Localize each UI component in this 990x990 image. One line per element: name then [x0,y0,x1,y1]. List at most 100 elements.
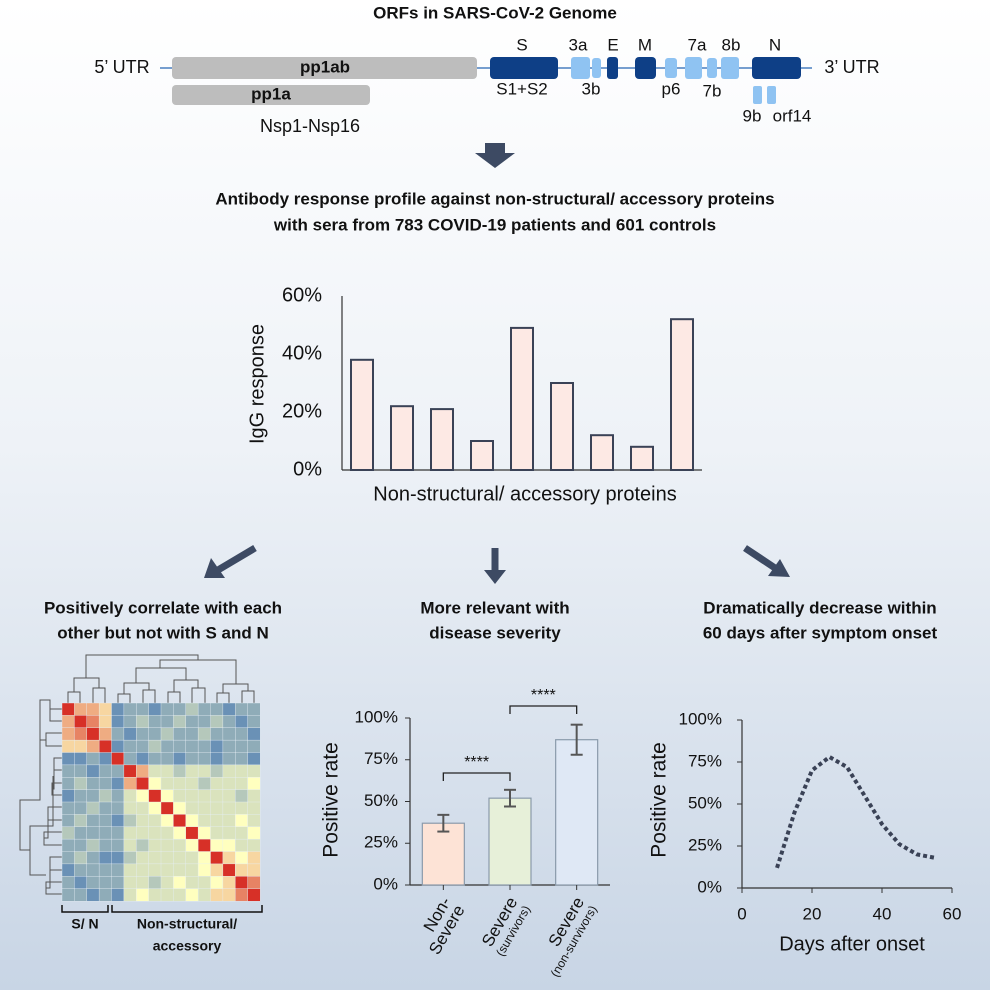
orf-label: S1+S2 [496,79,548,98]
heatmap-cell [123,702,137,716]
heatmap-cell [98,863,113,877]
heatmap-cell [235,838,249,853]
orf [571,57,590,79]
heatmap-cell [111,801,125,815]
heatmap-cell [247,801,261,815]
heatmap-cell [111,814,125,828]
heatmap-cell [197,789,212,803]
heatmap-cell [136,777,150,791]
heatmap-cell [61,727,75,741]
heatmap-cell [136,838,150,853]
heatmap-cell [61,876,75,890]
heatmap-cell [173,739,187,754]
heatmap-cell [173,764,187,778]
arrows [216,544,777,574]
heatmap-cell [86,876,100,890]
heatmap-cell [148,777,162,791]
heatmap-cell [136,801,150,815]
heatmap-cell [197,739,212,754]
heatmap-cell [222,727,236,741]
heatmap-cell [136,789,150,803]
heatmap-cell [86,777,100,791]
heatmap-cell [123,851,137,865]
heatmap-cell [160,801,174,815]
heatmap-cell [136,876,150,890]
y-tick-label: 75% [688,751,722,770]
heatmap-cell [210,777,224,791]
heatmap-cell [185,838,199,853]
heatmap-cell [148,752,162,766]
heatmap-cell [173,777,187,791]
heatmap-cell [98,789,113,803]
heatmap-cell [210,863,224,877]
orf-label: orf14 [773,106,812,125]
heatmap-cell [86,863,100,877]
utr-label: 3’ UTR [824,57,879,77]
heatmap-cell [235,764,249,778]
heatmap-cell [173,826,187,840]
heatmap-cell [74,863,88,877]
heatmap-cell [197,777,212,791]
heatmap-cell [173,876,187,890]
heatmap-cell [123,826,137,840]
heatmap-cell [247,851,261,865]
heatmap-cell [235,851,249,865]
heatmap-cell [98,814,113,828]
heatmap-cell [235,727,249,741]
heatmap-cell [222,789,236,803]
orf-label: N [769,35,781,54]
heatmap-cell [235,702,249,716]
heatmap-cell [98,876,113,890]
significance-label: **** [531,687,556,704]
heatmap-cell [123,715,137,729]
heatmap-cell [185,777,199,791]
heatmap-cell [136,752,150,766]
bracket [111,905,263,913]
heatmap-cell [222,752,236,766]
panel-title: Positively correlate with each [44,598,282,617]
error-bar [504,788,516,808]
heatmap-cell [197,863,212,877]
heatmap-cell [222,715,236,729]
panel-title: disease severity [429,623,561,642]
heatmap-cell [136,814,150,828]
heatmap-cell [98,851,113,865]
error-bar [437,813,450,833]
heatmap-cell [222,702,236,716]
heatmap-cell [185,727,199,741]
heatmap-cell [98,764,113,778]
heatmap-cell [123,838,137,853]
y-tick-label: 20% [282,400,322,422]
heatmap-cell [247,739,261,754]
headline: Antibody response profile against non-st… [215,189,774,208]
heatmap-cell [235,801,249,815]
heatmap-cell [123,888,137,902]
line-series [775,754,935,869]
orf-label: 9b [743,106,762,125]
heatmap-cell [74,888,88,902]
heatmap-cell [148,826,162,840]
heatmap-cell [197,838,212,853]
orf-label: pp1a [251,84,291,103]
heatmap-cell [61,739,75,754]
heatmap-cell [148,715,162,729]
x-tick-label: 20 [803,904,822,923]
heatmap-cell [247,752,261,766]
heatmap-cell [173,715,187,729]
orf [685,57,702,79]
heatmap-cell [173,727,187,741]
heatmap-cell [86,739,100,754]
heatmap-cell [160,752,174,766]
heatmap-cell [111,863,125,877]
y-tick-label: 0% [293,458,322,480]
heatmap-cell [74,715,88,729]
heatmap-cell [222,814,236,828]
heatmap-cell [210,876,224,890]
charts: 0% 20% 40% 60% Non-structural/ accessory pro… [61,284,961,979]
heatmap-cell [235,715,249,729]
heatmap-cell [148,702,162,716]
heatmap-cell [111,851,125,865]
heatmap-cell [235,863,249,877]
bracket [61,905,109,913]
